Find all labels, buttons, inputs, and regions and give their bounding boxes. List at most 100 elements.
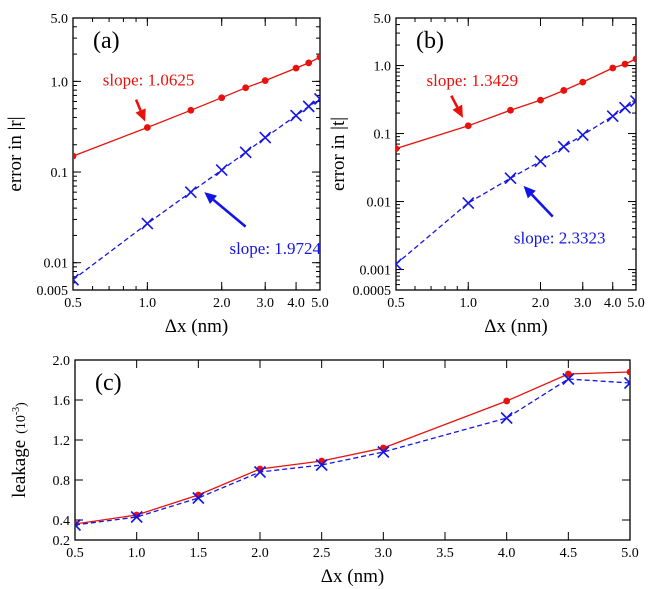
slope-label: slope: 1.3429: [427, 71, 519, 90]
y-tick-label: 0.001: [360, 264, 392, 279]
annotation-arrow-shaft: [212, 198, 247, 228]
data-point: [259, 131, 272, 144]
data-point: [75, 518, 82, 532]
data-point: [503, 397, 511, 405]
x-tick-label: 5.0: [311, 296, 329, 311]
data-point: [576, 128, 589, 142]
data-point: [632, 55, 636, 63]
series-group-c: [75, 368, 630, 532]
y-axis-label-text: leakage: [9, 440, 30, 498]
x-tick-label: 4.0: [498, 546, 516, 561]
x-tick-label: 2.0: [532, 296, 550, 311]
y-axis-label: error in |t|: [328, 117, 349, 191]
y-tick-label: 0.01: [367, 196, 392, 211]
data-point: [534, 155, 547, 168]
data-point: [187, 106, 195, 114]
x-tick-label: 4.0: [287, 296, 305, 311]
annotation-arrow-shaft: [450, 95, 459, 108]
y-axis-label-text: error in |t|: [328, 117, 349, 191]
slope-label: slope: 1.0625: [103, 71, 195, 90]
data-point: [564, 370, 572, 378]
data-point: [626, 368, 630, 376]
x-tick-label: 3.5: [436, 546, 454, 561]
y-axis-label-exponent: -3: [11, 407, 22, 415]
data-point: [606, 110, 619, 123]
data-point: [462, 196, 475, 210]
series-line-blue: [75, 378, 630, 526]
panel-a: 0.5 1.0 2.0 3.0 4.0 5.0 0.005 0.01 0.1 1.0 5.0 Δx (…: [5, 12, 329, 337]
y-tick-label: 1.0: [374, 60, 392, 75]
data-point: [629, 95, 636, 108]
y-tick-label: 5.0: [374, 12, 392, 27]
x-tick-label: 2.5: [313, 546, 331, 561]
series-group-a: [73, 53, 320, 286]
data-point: [562, 372, 575, 386]
x-tick-label: 0.5: [66, 546, 84, 561]
data-point: [377, 445, 390, 459]
data-point: [239, 146, 252, 159]
y-tick-label: 1.2: [53, 434, 71, 449]
series-group-b: [396, 55, 636, 271]
data-point: [305, 59, 313, 67]
panel-b: 0.5 1.0 2.0 3.0 4.0 5.0 0.0005 0.001 0.01 0.1 1.0 5…: [328, 12, 645, 337]
data-point: [500, 411, 513, 425]
x-tick-label: 1.5: [190, 546, 208, 561]
data-point: [73, 152, 77, 160]
x-tick-label: 2.0: [251, 546, 269, 561]
x-tick-label: 4.0: [604, 296, 622, 311]
x-tick-label: 3.0: [256, 296, 274, 311]
y-tick-label: 5.0: [51, 12, 69, 27]
y-tick-label: 1.0: [51, 75, 69, 90]
data-point: [130, 510, 143, 524]
x-tick-label: 1.0: [459, 296, 477, 311]
x-tick-label: 2.0: [213, 296, 231, 311]
panel-c: 0.5 1.0 1.5 2.0 2.5 3.0 3.5 4.0 4.5 5.0 0.2 0.4 0.8 1…: [9, 354, 639, 587]
data-point: [316, 53, 320, 61]
x-tick-label: 5.0: [627, 296, 645, 311]
annotation-arrow-shaft: [530, 193, 554, 218]
y-tick-label: 2.0: [53, 354, 71, 369]
y-axis-label-text: error in |r|: [5, 116, 26, 191]
y-axis-label-close: ): [14, 402, 29, 407]
x-tick-label: 0.5: [64, 296, 82, 311]
y-tick-label: 0.0005: [353, 284, 392, 299]
y-tick-label: 0.1: [374, 128, 392, 143]
data-point: [73, 273, 80, 286]
data-point: [141, 217, 154, 230]
x-tick-label: 0.5: [387, 296, 405, 311]
data-point: [315, 458, 328, 472]
x-tick-label: 4.5: [560, 546, 578, 561]
data-point: [557, 140, 570, 153]
y-tick-label: 1.6: [53, 394, 71, 409]
panel-label: (a): [93, 28, 120, 54]
data-point: [396, 145, 400, 153]
data-point: [289, 109, 303, 122]
panel-label: (c): [95, 370, 122, 396]
plot-frame: [395, 17, 637, 291]
data-point: [143, 124, 151, 131]
data-point: [537, 96, 544, 104]
data-point: [261, 77, 269, 84]
data-point: [302, 100, 315, 113]
x-tick-label: 1.0: [128, 546, 146, 561]
data-point: [292, 64, 300, 72]
x-tick-label: 5.0: [621, 546, 639, 561]
axes-c: [74, 359, 631, 541]
x-tick-label: 1.0: [139, 296, 157, 311]
x-tick-label: 3.0: [574, 296, 592, 311]
data-point: [464, 122, 472, 130]
data-point: [218, 94, 226, 102]
data-point: [579, 78, 587, 86]
y-tick-label: 0.1: [51, 166, 69, 181]
x-axis-label: Δx (nm): [165, 316, 228, 337]
x-axis-label: Δx (nm): [321, 566, 384, 587]
plot-frame: [74, 359, 631, 541]
slope-label: slope: 1.9724: [229, 239, 321, 258]
data-point: [560, 87, 568, 94]
series-line-blue: [396, 100, 636, 265]
data-point: [253, 465, 267, 479]
annotation-arrow-head: [523, 185, 536, 199]
y-axis-label: leakage (10-3): [9, 402, 30, 498]
data-point: [396, 258, 403, 271]
